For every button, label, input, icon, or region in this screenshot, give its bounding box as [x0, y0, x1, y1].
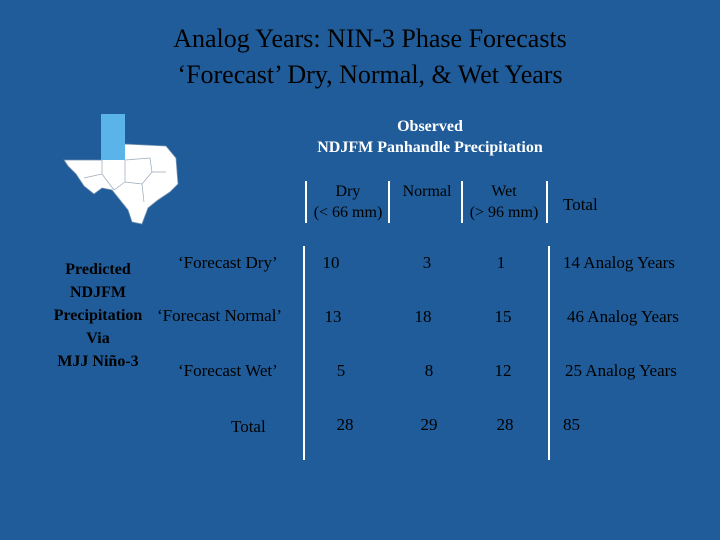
- predicted-label: Predicted NDJFM Precipitation Via MJJ Ni…: [28, 258, 168, 373]
- cell-total-dry: 28: [336, 415, 354, 434]
- col-wet-line2: (> 96 mm): [469, 204, 539, 221]
- col-total-header: Total: [563, 195, 598, 214]
- col-wet-line1: Wet: [491, 183, 517, 200]
- predicted-line2: NDJFM: [70, 284, 126, 301]
- predicted-line1: Predicted: [65, 261, 131, 278]
- cell-normal-dry: 13: [324, 307, 342, 326]
- col-normal-header: Normal: [402, 183, 452, 200]
- cell-wet-normal: 8: [424, 361, 434, 380]
- cell-normal-total: 46 Analog Years: [567, 307, 679, 326]
- cell-total-wet: 28: [496, 415, 514, 434]
- observed-line1: Observed: [397, 118, 463, 135]
- row-label-forecast-wet: ‘Forecast Wet’: [178, 361, 278, 380]
- row-label-total: Total: [231, 417, 266, 436]
- divider-wet-total: [546, 181, 548, 223]
- cell-dry-total: 14 Analog Years: [563, 253, 675, 272]
- cell-wet-total: 25 Analog Years: [565, 361, 677, 380]
- cell-wet-wet: 12: [494, 361, 512, 380]
- predicted-line5: MJJ Niño-3: [57, 353, 139, 370]
- cell-total-total: 85: [563, 415, 580, 434]
- cell-dry-wet: 1: [496, 253, 506, 272]
- col-dry-line2: (< 66 mm): [313, 204, 383, 221]
- slide-title-line1: Analog Years: NIN-3 Phase Forecasts: [173, 24, 567, 53]
- panhandle-highlight: [101, 114, 125, 160]
- col-dry-header: Dry (< 66 mm): [308, 181, 388, 223]
- row-label-forecast-normal: ‘Forecast Normal’: [157, 306, 283, 325]
- observed-line2: NDJFM Panhandle Precipitation: [317, 139, 543, 156]
- cell-normal-normal: 18: [414, 307, 432, 326]
- cell-dry-normal: 3: [422, 253, 432, 272]
- cell-wet-dry: 5: [336, 361, 346, 380]
- cell-total-normal: 29: [420, 415, 438, 434]
- row-label-forecast-dry: ‘Forecast Dry’: [178, 253, 278, 272]
- climate-division-lines: [83, 157, 166, 203]
- divider-dry-normal: [388, 181, 390, 223]
- predicted-line4: Via: [86, 330, 110, 347]
- divider-left: [305, 181, 307, 223]
- divider-total-lower: [548, 246, 550, 460]
- cell-dry-dry: 10: [322, 253, 340, 272]
- divider-normal-wet: [461, 181, 463, 223]
- cell-normal-wet: 15: [494, 307, 512, 326]
- col-dry-line1: Dry: [335, 183, 361, 200]
- observed-header: Observed NDJFM Panhandle Precipitation: [250, 116, 610, 158]
- texas-map: [63, 114, 179, 225]
- col-wet-header: Wet (> 96 mm): [464, 181, 544, 223]
- slide-title-line2: ‘Forecast’ Dry, Normal, & Wet Years: [177, 60, 563, 89]
- predicted-line3: Precipitation: [53, 307, 143, 324]
- divider-left-lower: [303, 246, 305, 460]
- texas-state-shape: [63, 119, 179, 225]
